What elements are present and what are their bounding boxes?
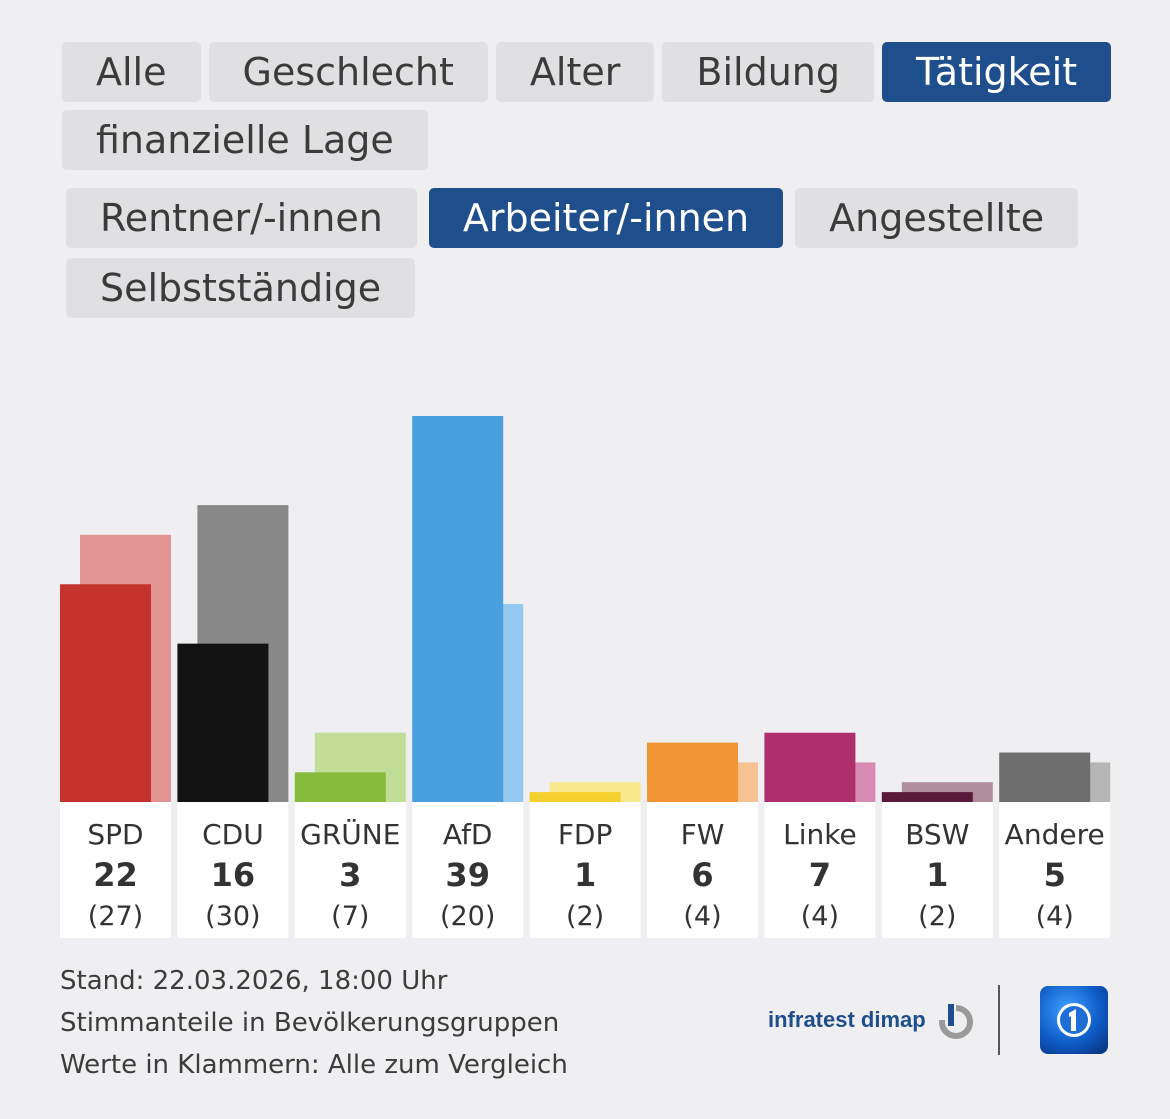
tab-bar-subgroup: Rentner/-innen Arbeiter/-innen Angestell…: [66, 188, 1130, 318]
bar-cdu: [177, 643, 269, 802]
comparison-label-fdp: (2): [566, 901, 604, 932]
tab-finanzielle-lage[interactable]: finanzielle Lage: [62, 110, 428, 170]
value-label-fdp: 1: [574, 856, 596, 894]
tick-label-spd: SPD: [87, 818, 143, 851]
logo-divider: [998, 985, 1000, 1055]
label-box-spd: [60, 802, 171, 938]
tab-bildung[interactable]: Bildung: [662, 42, 874, 102]
tick-label-cdu: CDU: [202, 818, 264, 851]
bar-fw: [647, 742, 738, 802]
comparison-label-bsw: (2): [918, 901, 956, 932]
tab-arbeiter[interactable]: Arbeiter/-innen: [428, 188, 784, 248]
tab-alle[interactable]: Alle: [62, 42, 201, 102]
infratest-dimap-logo: infratest dimap: [768, 1000, 976, 1040]
value-label-spd: 22: [93, 856, 138, 894]
tab-taetigkeit[interactable]: Tätigkeit: [882, 42, 1112, 102]
label-box-fw: [647, 802, 758, 938]
tick-label-linke: Linke: [783, 818, 857, 851]
comparison-label-grüne: (7): [331, 901, 369, 932]
label-box-cdu: [177, 802, 289, 938]
tick-label-andere: Andere: [1005, 818, 1105, 851]
comparison-label-cdu: (30): [205, 901, 260, 932]
value-label-fw: 6: [691, 856, 713, 894]
tab-alter[interactable]: Alter: [495, 42, 655, 102]
tab-rentner[interactable]: Rentner/-innen: [66, 188, 417, 248]
comparison-label-fw: (4): [683, 901, 721, 932]
ard-tagesschau-logo-icon: [1040, 986, 1108, 1054]
tab-selbststaendige[interactable]: Selbstständige: [66, 258, 416, 318]
bar-andere: [999, 752, 1091, 802]
tick-label-grüne: GRÜNE: [300, 817, 400, 851]
tick-label-bsw: BSW: [905, 818, 969, 851]
label-box-fdp: [529, 802, 641, 938]
tab-bar-category: Alle Geschlecht Alter Bildung Tätigkeit …: [62, 42, 1130, 170]
value-label-grüne: 3: [339, 856, 361, 894]
footer-notes: Stand: 22.03.2026, 18:00 Uhr Stimmanteil…: [60, 960, 568, 1086]
value-label-afd: 39: [445, 856, 490, 894]
value-label-andere: 5: [1044, 856, 1066, 894]
bar-bsw: [881, 792, 973, 802]
comparison-label-afd: (20): [440, 901, 495, 932]
bar-spd: [60, 584, 151, 802]
tab-angestellte[interactable]: Angestellte: [795, 188, 1079, 248]
value-label-cdu: 16: [211, 856, 256, 894]
comparison-label-linke: (4): [801, 901, 839, 932]
tab-geschlecht[interactable]: Geschlecht: [208, 42, 488, 102]
comparison-label-spd: (27): [88, 901, 143, 932]
value-label-bsw: 1: [926, 856, 948, 894]
label-box-andere: [999, 802, 1111, 938]
footer-stand: Stand: 22.03.2026, 18:00 Uhr: [60, 966, 448, 996]
tick-label-afd: AfD: [443, 818, 493, 851]
infratest-dimap-logo-icon: [935, 1000, 973, 1039]
value-label-linke: 7: [809, 856, 831, 894]
infratest-dimap-wordmark: infratest dimap: [768, 1007, 926, 1032]
bar-linke: [764, 732, 856, 802]
comparison-label-andere: (4): [1036, 901, 1074, 932]
tick-label-fdp: FDP: [558, 818, 613, 851]
bar-chart: SPD22(27)CDU16(30)GRÜNE3(7)AfD39(20)FDP1…: [60, 416, 1111, 938]
label-box-linke: [764, 802, 876, 938]
label-box-bsw: [881, 802, 993, 938]
bar-fdp: [529, 792, 621, 802]
footer-comparison-note: Werte in Klammern: Alle zum Vergleich: [60, 1050, 568, 1080]
bar-grüne: [294, 772, 386, 802]
bar-afd: [412, 416, 504, 802]
label-box-afd: [412, 802, 524, 938]
tick-label-fw: FW: [681, 818, 725, 851]
label-box-grüne: [294, 802, 406, 938]
footer-description: Stimmanteile in Bevölkerungsgruppen: [60, 1008, 560, 1038]
